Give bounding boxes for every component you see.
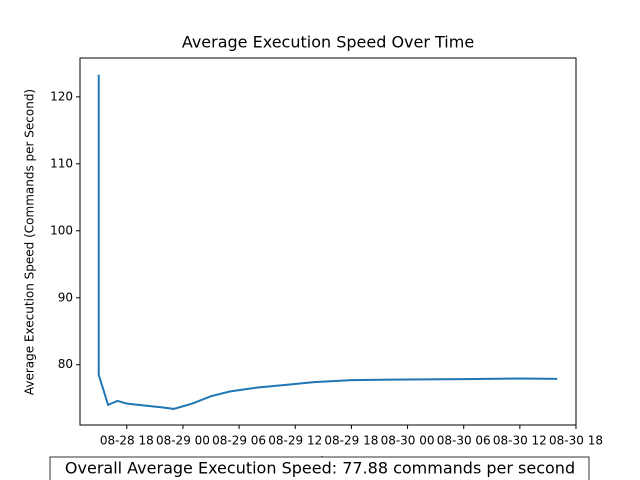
x-tick-label: 08-29 00 — [156, 434, 210, 448]
chart-title: Average Execution Speed Over Time — [182, 33, 474, 52]
annotation-box — [49, 456, 590, 480]
y-tick-label: 100 — [50, 223, 73, 237]
y-tick-label: 110 — [50, 156, 73, 170]
y-tick-label: 90 — [58, 290, 73, 304]
x-tick-label: 08-30 00 — [381, 434, 435, 448]
x-tick-label: 08-29 06 — [212, 434, 266, 448]
x-tick-label: 08-30 18 — [549, 434, 603, 448]
y-axis-label: Average Execution Speed (Commands per Se… — [23, 89, 37, 395]
x-tick-label: 08-29 18 — [324, 434, 378, 448]
x-tick-label: 08-29 12 — [268, 434, 322, 448]
data-line — [97, 74, 558, 410]
plot-area — [79, 57, 577, 426]
y-tick-label: 120 — [50, 89, 73, 103]
annotation: Overall Average Execution Speed: 77.88 c… — [65, 459, 575, 478]
x-tick-label: 08-30 06 — [437, 434, 491, 448]
x-tick-label: 08-28 18 — [100, 434, 154, 448]
x-tick-label: 08-30 12 — [493, 434, 547, 448]
y-tick-label: 80 — [58, 357, 73, 371]
